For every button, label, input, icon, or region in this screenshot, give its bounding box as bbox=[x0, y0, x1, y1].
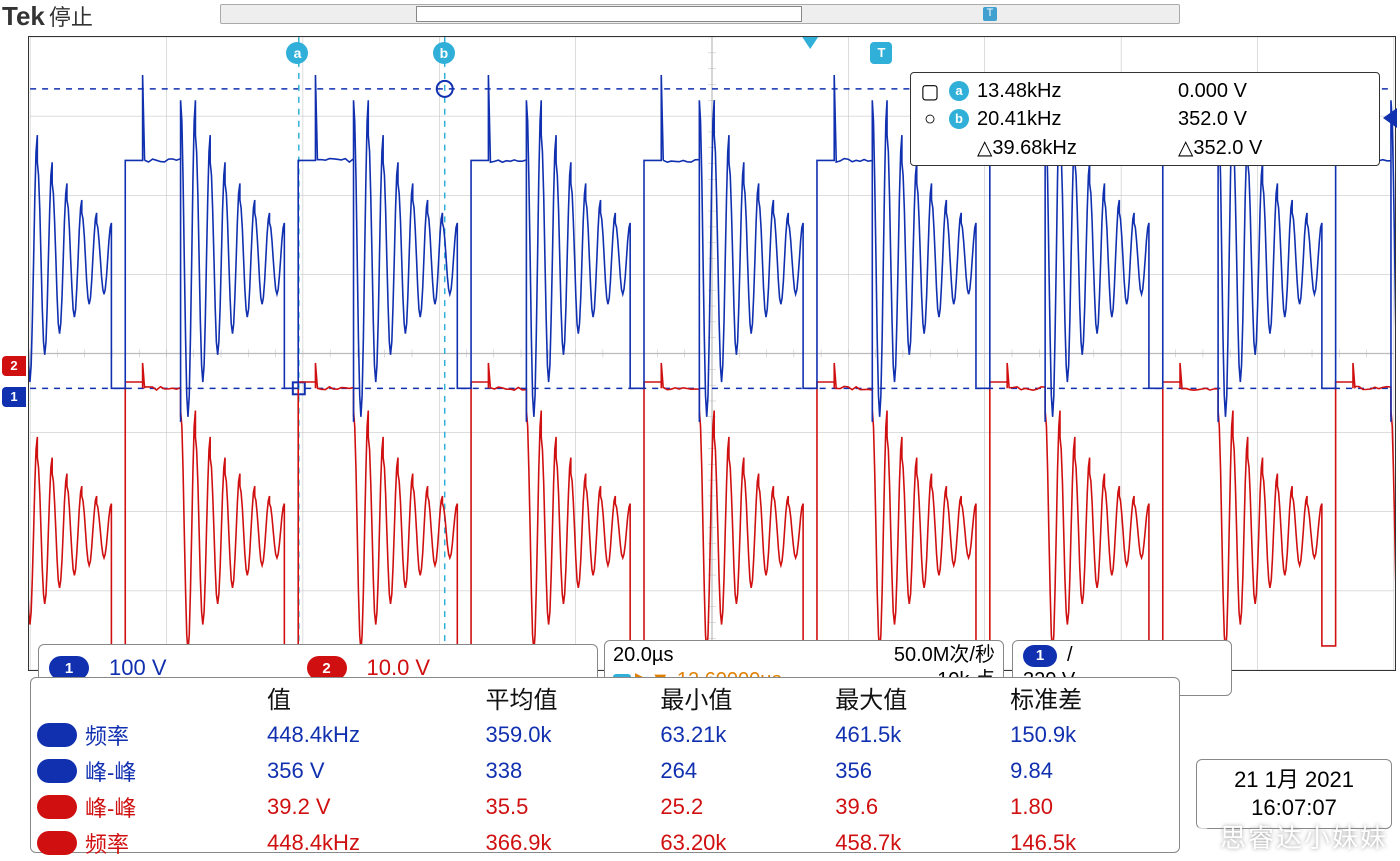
meas-value: 63.21k bbox=[654, 717, 829, 753]
meas-value: 39.2 V bbox=[261, 789, 479, 825]
meas-value: 146.5k bbox=[1004, 825, 1179, 861]
meas-header: 最小值 bbox=[654, 678, 829, 717]
meas-ch-pill: 2 bbox=[37, 831, 77, 855]
meas-name: 频率 bbox=[85, 827, 129, 859]
weibo-icon bbox=[1188, 827, 1214, 853]
cursor-delta-freq: △39.68kHz bbox=[977, 135, 1170, 160]
meas-name: 峰-峰 bbox=[85, 791, 136, 823]
watermark: 思睿达小妹妹 bbox=[1188, 818, 1388, 855]
cursor-a-volt: 0.000 V bbox=[1178, 80, 1371, 103]
trigger-level-arrow-icon[interactable] bbox=[1383, 108, 1397, 128]
timebase-scale: 20.0µs bbox=[613, 643, 673, 668]
cursor-b-badge[interactable]: b bbox=[433, 42, 455, 64]
meas-header bbox=[31, 678, 261, 717]
meas-name: 峰-峰 bbox=[85, 755, 136, 787]
measurements-table: 值平均值最小值最大值标准差 1频率448.4kHz359.0k63.21k461… bbox=[31, 678, 1179, 861]
meas-value: 63.20k bbox=[654, 825, 829, 861]
cursor-a-freq: 13.48kHz bbox=[977, 80, 1170, 103]
meas-value: 35.5 bbox=[479, 789, 654, 825]
sample-rate: 50.0M次/秒 bbox=[894, 643, 995, 668]
cursor-a-icon: a bbox=[949, 81, 969, 101]
meas-ch-pill: 2 bbox=[37, 795, 77, 819]
meas-value: 39.6 bbox=[829, 789, 1004, 825]
meas-value: 1.80 bbox=[1004, 789, 1179, 825]
meas-value: 458.7k bbox=[829, 825, 1004, 861]
meas-value: 366.9k bbox=[479, 825, 654, 861]
table-row: 1 频率 448.4kHz359.0k63.21k461.5k150.9k bbox=[31, 717, 1179, 753]
meas-value: 264 bbox=[654, 753, 829, 789]
trigger-pos-badge[interactable]: T bbox=[870, 42, 892, 64]
meas-value: 9.84 bbox=[1004, 753, 1179, 789]
overview-window[interactable] bbox=[416, 6, 802, 22]
table-row: 2 峰-峰 39.2 V35.525.239.61.80 bbox=[31, 789, 1179, 825]
meas-header: 标准差 bbox=[1004, 678, 1179, 717]
ch2-ground-flag[interactable]: 2 bbox=[2, 356, 26, 376]
trigger-slope-icon: / bbox=[1067, 643, 1073, 668]
date-label: 21 1月 2021 bbox=[1197, 766, 1391, 794]
meas-value: 461.5k bbox=[829, 717, 1004, 753]
run-status: 停止 bbox=[49, 0, 93, 32]
horizontal-overview-bar[interactable]: T bbox=[220, 4, 1180, 24]
table-row: 1 峰-峰 356 V3382643569.84 bbox=[31, 753, 1179, 789]
meas-name: 频率 bbox=[85, 719, 129, 751]
brand-label: Tek bbox=[2, 1, 45, 32]
cursor-b-volt: 352.0 V bbox=[1178, 108, 1371, 131]
meas-value: 359.0k bbox=[479, 717, 654, 753]
meas-value: 356 bbox=[829, 753, 1004, 789]
meas-ch-pill: 1 bbox=[37, 723, 77, 747]
cursor-b-icon: b bbox=[949, 109, 969, 129]
meas-value: 150.9k bbox=[1004, 717, 1179, 753]
cursor-readout-panel: ▢ a 13.48kHz 0.000 V ○ b 20.41kHz 352.0 … bbox=[910, 72, 1380, 166]
meas-value: 25.2 bbox=[654, 789, 829, 825]
meas-header: 最大值 bbox=[829, 678, 1004, 717]
overview-trigger-icon: T bbox=[983, 7, 997, 21]
cursor-delta-volt: △352.0 V bbox=[1178, 135, 1371, 160]
meas-header: 值 bbox=[261, 678, 479, 717]
meas-ch-pill: 1 bbox=[37, 759, 77, 783]
meas-value: 356 V bbox=[261, 753, 479, 789]
meas-value: 448.4kHz bbox=[261, 825, 479, 861]
cursor-b-freq: 20.41kHz bbox=[977, 108, 1170, 131]
meas-value: 448.4kHz bbox=[261, 717, 479, 753]
measurements-panel: 值平均值最小值最大值标准差 1 频率 448.4kHz359.0k63.21k461… bbox=[30, 677, 1180, 853]
table-row: 2 频率 448.4kHz366.9k63.20k458.7k146.5k bbox=[31, 825, 1179, 861]
ch1-ground-flag[interactable]: 1 bbox=[2, 387, 26, 407]
cursor-a-shape-icon: ▢ bbox=[919, 79, 941, 104]
meas-header: 平均值 bbox=[479, 678, 654, 717]
meas-value: 338 bbox=[479, 753, 654, 789]
cursor-b-shape-icon: ○ bbox=[919, 108, 941, 131]
trigger-source-pill[interactable]: 1 bbox=[1023, 645, 1057, 667]
